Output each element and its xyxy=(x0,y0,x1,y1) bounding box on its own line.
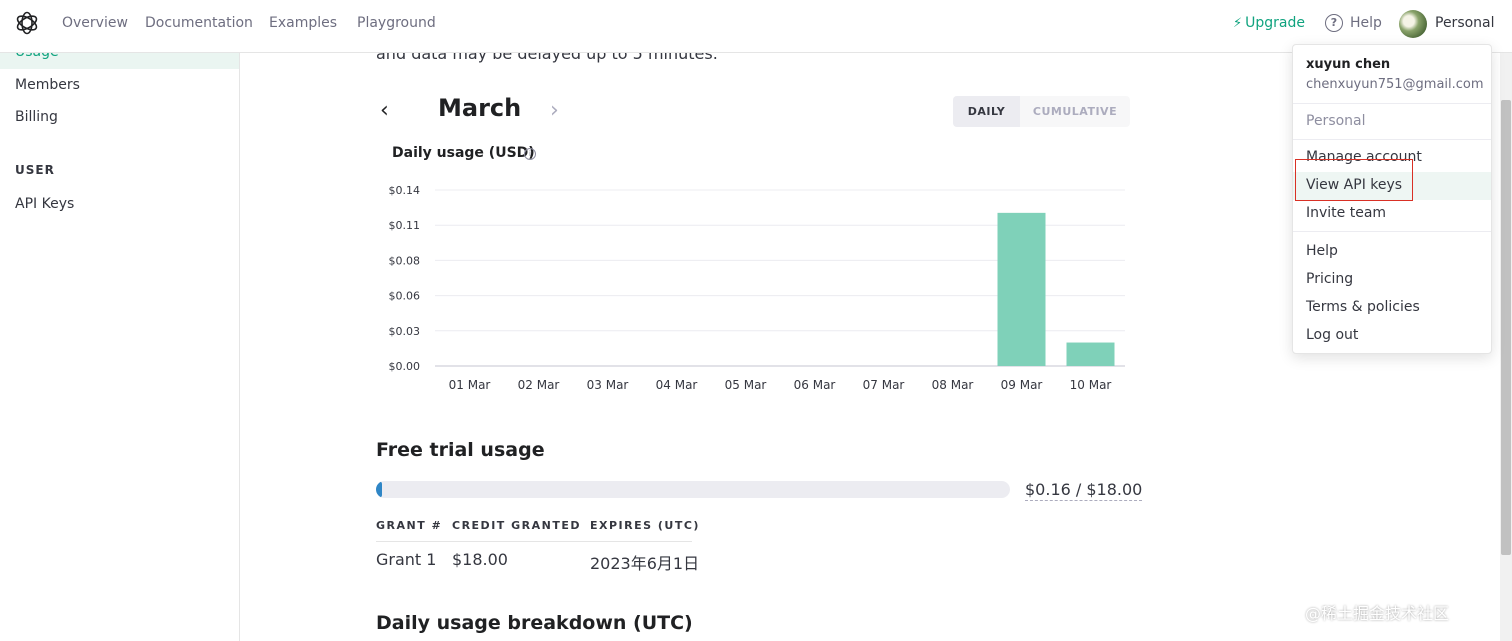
toggle-cumulative[interactable]: CUMULATIVE xyxy=(1032,105,1118,118)
sidebar-item-billing[interactable]: Billing xyxy=(15,109,58,125)
nav-overview[interactable]: Overview xyxy=(62,15,128,31)
help-link[interactable]: ? Help xyxy=(1325,14,1382,32)
x-tick-label: 10 Mar xyxy=(1070,378,1112,392)
chevron-right-icon[interactable]: › xyxy=(550,98,559,123)
nav-examples[interactable]: Examples xyxy=(269,15,338,31)
grant-cell-name: Grant 1 xyxy=(376,550,437,569)
x-tick-label: 09 Mar xyxy=(1001,378,1043,392)
grants-header-expires: EXPIRES (UTC) xyxy=(590,519,700,532)
scrollbar-thumb[interactable] xyxy=(1501,100,1511,555)
y-tick-label: $0.06 xyxy=(389,290,421,303)
info-icon[interactable]: i xyxy=(524,148,536,160)
daily-usage-chart: $0.00 $0.03 $0.06 $0.08 $0.11 $0.14 01 Mar 02 M… xyxy=(389,184,1125,392)
x-tick-label: 06 Mar xyxy=(794,378,836,392)
dropdown-org-personal[interactable]: Personal xyxy=(1306,113,1366,129)
chart-title: Daily usage (USD) xyxy=(392,145,535,161)
chevron-left-icon[interactable]: ‹ xyxy=(380,98,389,123)
x-tick-label: 08 Mar xyxy=(932,378,974,392)
nav-documentation[interactable]: Documentation xyxy=(145,15,253,31)
bar-09-mar[interactable] xyxy=(997,212,1046,366)
y-tick-label: $0.03 xyxy=(389,325,421,338)
sidebar-item-api-keys[interactable]: API Keys xyxy=(15,196,75,212)
dropdown-invite-team[interactable]: Invite team xyxy=(1306,205,1387,221)
x-tick-label: 07 Mar xyxy=(863,378,905,392)
dropdown-manage-account[interactable]: Manage account xyxy=(1306,149,1422,165)
usage-amount[interactable]: $0.16 / $18.00 xyxy=(1025,480,1143,501)
watermark: @稀土掘金技术社区 xyxy=(1305,604,1450,623)
bolt-icon: ⚡ xyxy=(1233,16,1243,31)
account-menu-button[interactable]: Personal xyxy=(1435,15,1495,31)
free-trial-progress xyxy=(376,481,1010,498)
grant-cell-expires: 2023年6月1日 xyxy=(590,554,700,573)
dropdown-hover-highlight xyxy=(1293,172,1491,200)
month-title: March xyxy=(438,94,522,122)
dropdown-view-api-keys[interactable]: View API keys xyxy=(1306,177,1403,193)
dropdown-terms[interactable]: Terms & policies xyxy=(1306,299,1420,315)
x-tick-label: 02 Mar xyxy=(518,378,560,392)
x-tick-label: 04 Mar xyxy=(656,378,698,392)
question-circle-icon: ? xyxy=(1325,14,1343,32)
grants-header-grant: GRANT # xyxy=(376,519,443,532)
table-divider xyxy=(376,541,692,542)
x-tick-label: 01 Mar xyxy=(449,378,491,392)
x-tick-label: 03 Mar xyxy=(587,378,629,392)
view-toggle: DAILY CUMULATIVE xyxy=(953,96,1130,127)
breakdown-title: Daily usage breakdown (UTC) xyxy=(376,612,693,634)
sidebar: Usage Members Billing USER API Keys xyxy=(0,44,240,641)
y-tick-label: $0.14 xyxy=(389,184,421,197)
dropdown-log-out[interactable]: Log out xyxy=(1306,327,1359,343)
grants-header-credit: CREDIT GRANTED xyxy=(452,519,581,532)
dropdown-divider xyxy=(1293,103,1491,104)
y-tick-label: $0.08 xyxy=(389,254,421,267)
progress-fill xyxy=(376,481,382,498)
y-tick-label: $0.00 xyxy=(389,360,421,373)
toggle-daily[interactable]: DAILY xyxy=(953,96,1020,127)
sidebar-item-members[interactable]: Members xyxy=(15,77,80,93)
top-nav: Overview Documentation Examples Playgrou… xyxy=(0,0,1512,53)
dropdown-divider xyxy=(1293,231,1491,232)
annotation-highlight-box xyxy=(1295,159,1413,201)
dropdown-divider xyxy=(1293,139,1491,140)
x-tick-label: 05 Mar xyxy=(725,378,767,392)
sidebar-active-highlight xyxy=(0,53,239,69)
free-trial-title: Free trial usage xyxy=(376,439,545,461)
help-label: Help xyxy=(1350,15,1382,31)
upgrade-link[interactable]: ⚡ Upgrade xyxy=(1233,15,1305,31)
upgrade-label: Upgrade xyxy=(1245,15,1305,31)
sidebar-section-user: USER xyxy=(15,163,55,177)
grant-cell-credit: $18.00 xyxy=(452,550,508,569)
dropdown-user-email: chenxuyun751@gmail.com xyxy=(1306,77,1484,92)
dropdown-help[interactable]: Help xyxy=(1306,243,1338,259)
y-tick-label: $0.11 xyxy=(389,219,421,232)
dropdown-pricing[interactable]: Pricing xyxy=(1306,271,1354,287)
nav-playground[interactable]: Playground xyxy=(357,15,436,31)
dropdown-user-name: xuyun chen xyxy=(1306,57,1391,72)
openai-logo-icon[interactable] xyxy=(14,10,40,36)
bar-10-mar[interactable] xyxy=(1066,342,1115,366)
avatar[interactable] xyxy=(1399,10,1427,38)
account-dropdown: xuyun chen chenxuyun751@gmail.com Person… xyxy=(1292,44,1492,354)
